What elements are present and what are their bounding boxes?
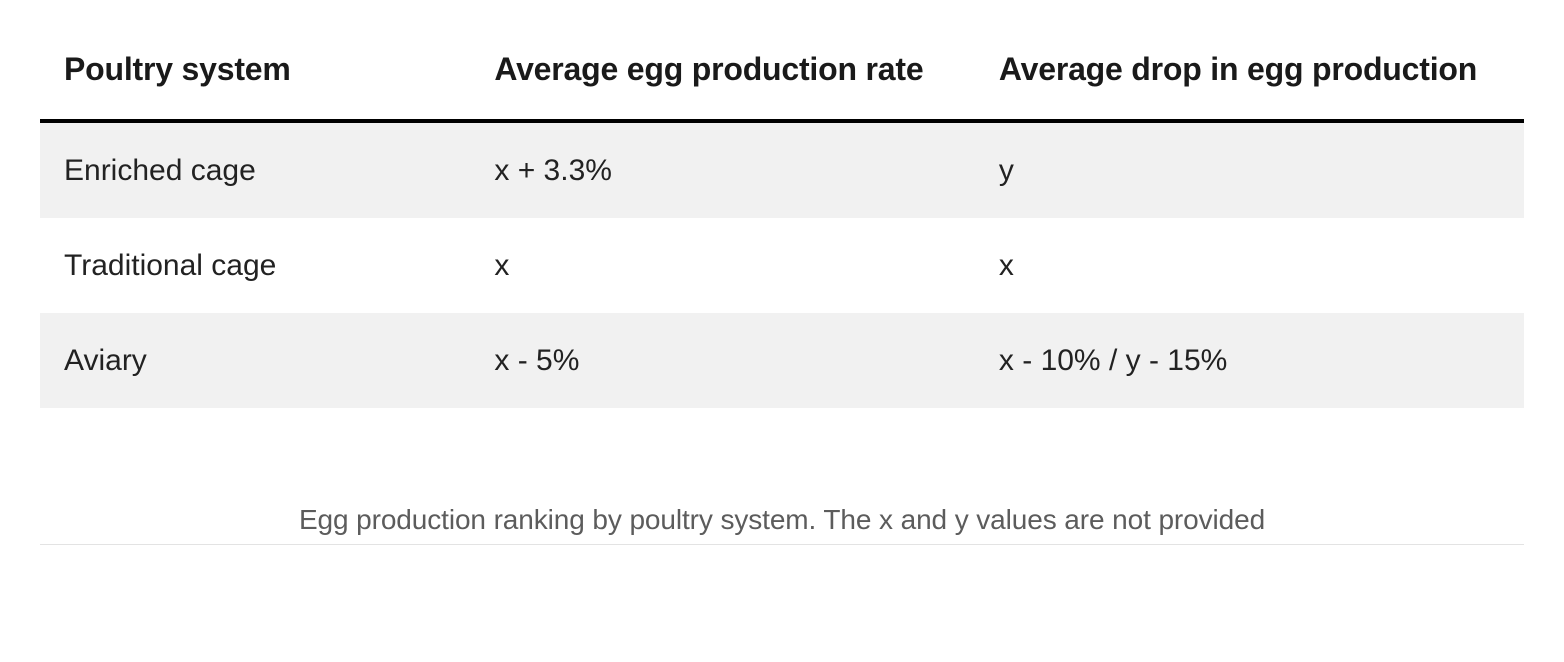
cell-drop: x — [975, 218, 1524, 313]
table-row: Traditional cage x x — [40, 218, 1524, 313]
table-header-row: Poultry system Average egg production ra… — [40, 30, 1524, 121]
cell-rate: x - 5% — [470, 313, 975, 408]
cell-system: Traditional cage — [40, 218, 470, 313]
table-row: Enriched cage x + 3.3% y — [40, 121, 1524, 218]
table-caption: Egg production ranking by poultry system… — [40, 504, 1524, 536]
cell-system: Enriched cage — [40, 121, 470, 218]
cell-drop: x - 10% / y - 15% — [975, 313, 1524, 408]
page: Poultry system Average egg production ra… — [0, 0, 1564, 555]
cell-system: Aviary — [40, 313, 470, 408]
col-header-system: Poultry system — [40, 30, 470, 121]
table-row: Aviary x - 5% x - 10% / y - 15% — [40, 313, 1524, 408]
poultry-table: Poultry system Average egg production ra… — [40, 30, 1524, 408]
cell-rate: x — [470, 218, 975, 313]
caption-container: Egg production ranking by poultry system… — [40, 504, 1524, 545]
col-header-drop: Average drop in egg production — [975, 30, 1524, 121]
cell-drop: y — [975, 121, 1524, 218]
cell-rate: x + 3.3% — [470, 121, 975, 218]
col-header-production-rate: Average egg production rate — [470, 30, 975, 121]
